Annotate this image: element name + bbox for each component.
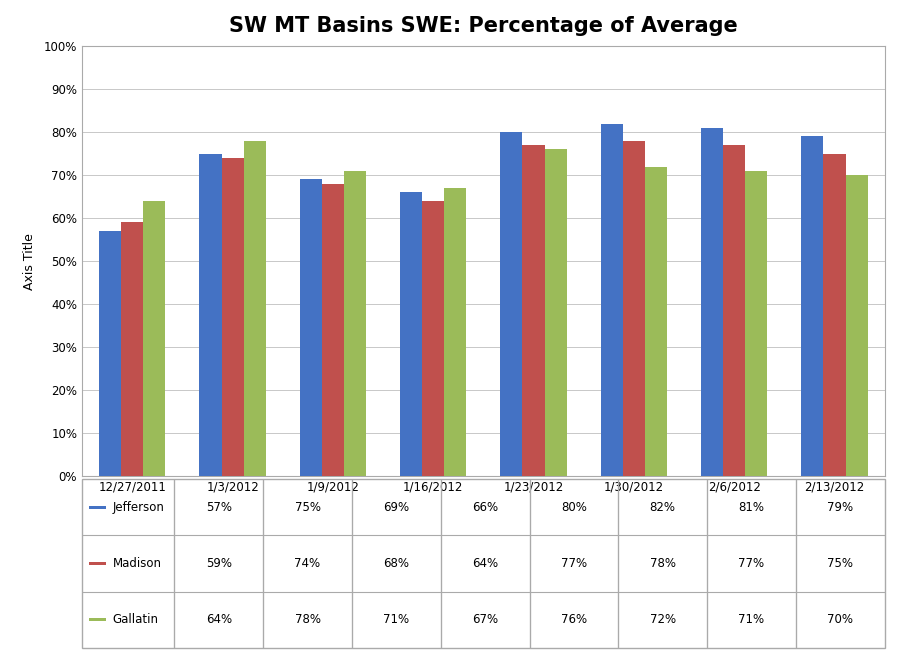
Bar bbox=[143, 201, 165, 476]
Bar bbox=[544, 149, 566, 476]
Bar bbox=[500, 132, 522, 476]
Text: Jefferson: Jefferson bbox=[112, 501, 164, 514]
Text: 71%: 71% bbox=[738, 613, 763, 626]
Bar bbox=[400, 192, 422, 476]
Bar bbox=[701, 128, 722, 476]
Text: 75%: 75% bbox=[294, 501, 320, 514]
Text: 66%: 66% bbox=[472, 501, 497, 514]
Text: 69%: 69% bbox=[383, 501, 409, 514]
Bar bbox=[823, 154, 844, 476]
Bar bbox=[844, 175, 866, 476]
Text: 71%: 71% bbox=[383, 613, 409, 626]
Bar bbox=[600, 124, 622, 476]
Text: 72%: 72% bbox=[649, 613, 675, 626]
Text: 78%: 78% bbox=[294, 613, 320, 626]
FancyBboxPatch shape bbox=[88, 618, 106, 621]
Text: 64%: 64% bbox=[472, 557, 497, 570]
Bar bbox=[200, 154, 221, 476]
Bar bbox=[121, 222, 143, 476]
Text: 64%: 64% bbox=[206, 613, 231, 626]
Y-axis label: Axis Title: Axis Title bbox=[23, 233, 36, 290]
Title: SW MT Basins SWE: Percentage of Average: SW MT Basins SWE: Percentage of Average bbox=[229, 17, 737, 36]
Text: 77%: 77% bbox=[560, 557, 587, 570]
Text: 78%: 78% bbox=[649, 557, 675, 570]
Text: 59%: 59% bbox=[206, 557, 231, 570]
Text: 81%: 81% bbox=[738, 501, 763, 514]
Bar bbox=[801, 136, 823, 476]
Bar bbox=[322, 184, 343, 476]
Text: 77%: 77% bbox=[738, 557, 763, 570]
Bar bbox=[99, 231, 121, 476]
Text: 67%: 67% bbox=[472, 613, 497, 626]
Bar bbox=[644, 167, 666, 476]
Text: 57%: 57% bbox=[206, 501, 231, 514]
Bar bbox=[422, 201, 444, 476]
Text: 79%: 79% bbox=[826, 501, 853, 514]
Bar bbox=[622, 141, 644, 476]
Text: Gallatin: Gallatin bbox=[112, 613, 159, 626]
Bar bbox=[343, 171, 365, 476]
FancyBboxPatch shape bbox=[88, 506, 106, 509]
Text: 70%: 70% bbox=[826, 613, 853, 626]
Text: 76%: 76% bbox=[560, 613, 587, 626]
Text: Madison: Madison bbox=[112, 557, 161, 570]
Bar bbox=[522, 145, 544, 476]
Bar bbox=[444, 188, 466, 476]
Bar bbox=[300, 179, 322, 476]
Text: 68%: 68% bbox=[383, 557, 409, 570]
Text: 74%: 74% bbox=[294, 557, 321, 570]
Text: 80%: 80% bbox=[560, 501, 586, 514]
FancyBboxPatch shape bbox=[88, 562, 106, 565]
Bar bbox=[221, 158, 243, 476]
Bar bbox=[744, 171, 766, 476]
Text: 75%: 75% bbox=[826, 557, 853, 570]
Text: 82%: 82% bbox=[649, 501, 675, 514]
Bar bbox=[243, 141, 265, 476]
Bar bbox=[722, 145, 744, 476]
